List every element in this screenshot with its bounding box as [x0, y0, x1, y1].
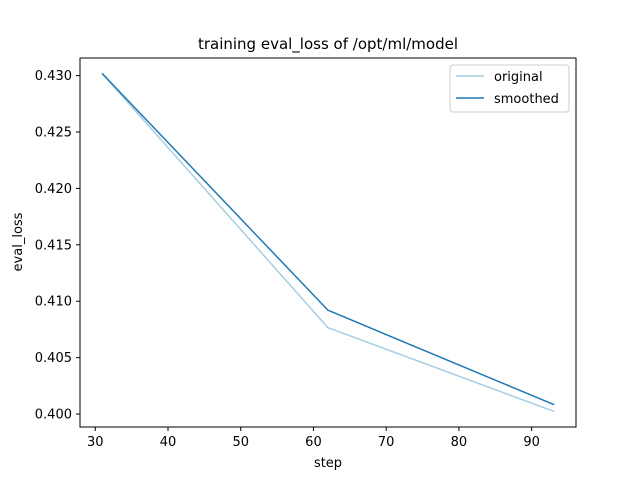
series-line-original: [101, 72, 555, 413]
legend: original smoothed: [449, 64, 570, 113]
y-axis-label: eval_loss: [11, 212, 26, 271]
legend-label-original: original: [494, 70, 543, 85]
x-axis-label: step: [314, 456, 342, 471]
x-axis: 30 40 50 60 70 80 90: [87, 427, 540, 450]
y-tick-label: 0.400: [35, 408, 72, 423]
x-tick-label: 70: [378, 435, 395, 450]
x-tick-label: 40: [160, 435, 177, 450]
x-tick-label: 80: [451, 435, 468, 450]
x-tick-label: 30: [87, 435, 104, 450]
y-axis: 0.400 0.405 0.410 0.415 0.420 0.425 0.430: [35, 69, 80, 423]
series-line-smoothed: [101, 72, 555, 406]
y-tick-label: 0.410: [35, 295, 72, 310]
y-tick-label: 0.425: [35, 126, 72, 141]
plot-frame: [79, 57, 577, 428]
x-tick-label: 50: [232, 435, 249, 450]
x-tick-label: 60: [305, 435, 322, 450]
y-tick-label: 0.405: [35, 351, 72, 366]
y-tick-label: 0.430: [35, 69, 72, 84]
y-tick-label: 0.415: [35, 238, 72, 253]
y-tick-label: 0.420: [35, 182, 72, 197]
plot-lines: [101, 72, 555, 413]
legend-label-smoothed: smoothed: [494, 92, 559, 107]
chart-title: training eval_loss of /opt/ml/model: [198, 35, 458, 54]
x-tick-label: 90: [523, 435, 540, 450]
